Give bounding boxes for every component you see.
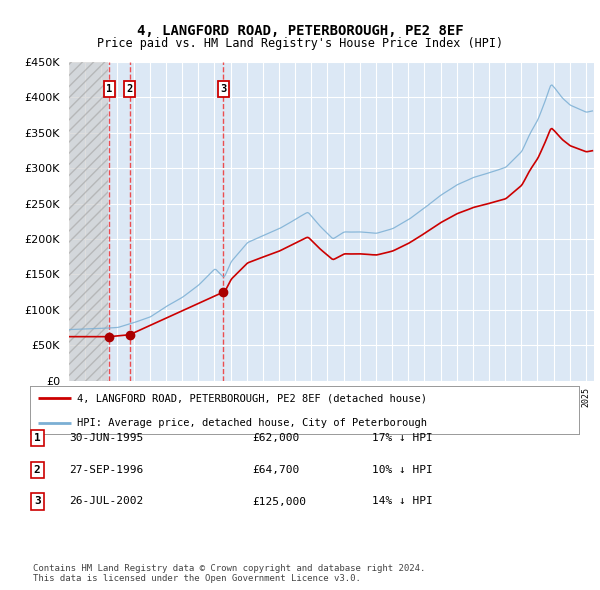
Text: 14% ↓ HPI: 14% ↓ HPI [372, 497, 433, 506]
Text: 3: 3 [34, 497, 41, 506]
Text: Contains HM Land Registry data © Crown copyright and database right 2024.
This d: Contains HM Land Registry data © Crown c… [33, 563, 425, 583]
Bar [69, 62, 108, 381]
Text: 3: 3 [220, 84, 227, 94]
Text: 2: 2 [127, 84, 133, 94]
Text: Price paid vs. HM Land Registry's House Price Index (HPI): Price paid vs. HM Land Registry's House … [97, 37, 503, 50]
Text: £62,000: £62,000 [252, 433, 299, 442]
Text: 4, LANGFORD ROAD, PETERBOROUGH, PE2 8EF: 4, LANGFORD ROAD, PETERBOROUGH, PE2 8EF [137, 24, 463, 38]
Text: 2: 2 [34, 465, 41, 474]
Text: 30-JUN-1995: 30-JUN-1995 [69, 433, 143, 442]
Text: 26-JUL-2002: 26-JUL-2002 [69, 497, 143, 506]
Text: 17% ↓ HPI: 17% ↓ HPI [372, 433, 433, 442]
Text: £64,700: £64,700 [252, 465, 299, 474]
Text: HPI: Average price, detached house, City of Peterborough: HPI: Average price, detached house, City… [77, 418, 427, 428]
Text: 1: 1 [34, 433, 41, 442]
Text: 10% ↓ HPI: 10% ↓ HPI [372, 465, 433, 474]
Text: 4, LANGFORD ROAD, PETERBOROUGH, PE2 8EF (detached house): 4, LANGFORD ROAD, PETERBOROUGH, PE2 8EF … [77, 394, 427, 403]
Text: 1: 1 [106, 84, 113, 94]
Text: 27-SEP-1996: 27-SEP-1996 [69, 465, 143, 474]
Text: £125,000: £125,000 [252, 497, 306, 506]
